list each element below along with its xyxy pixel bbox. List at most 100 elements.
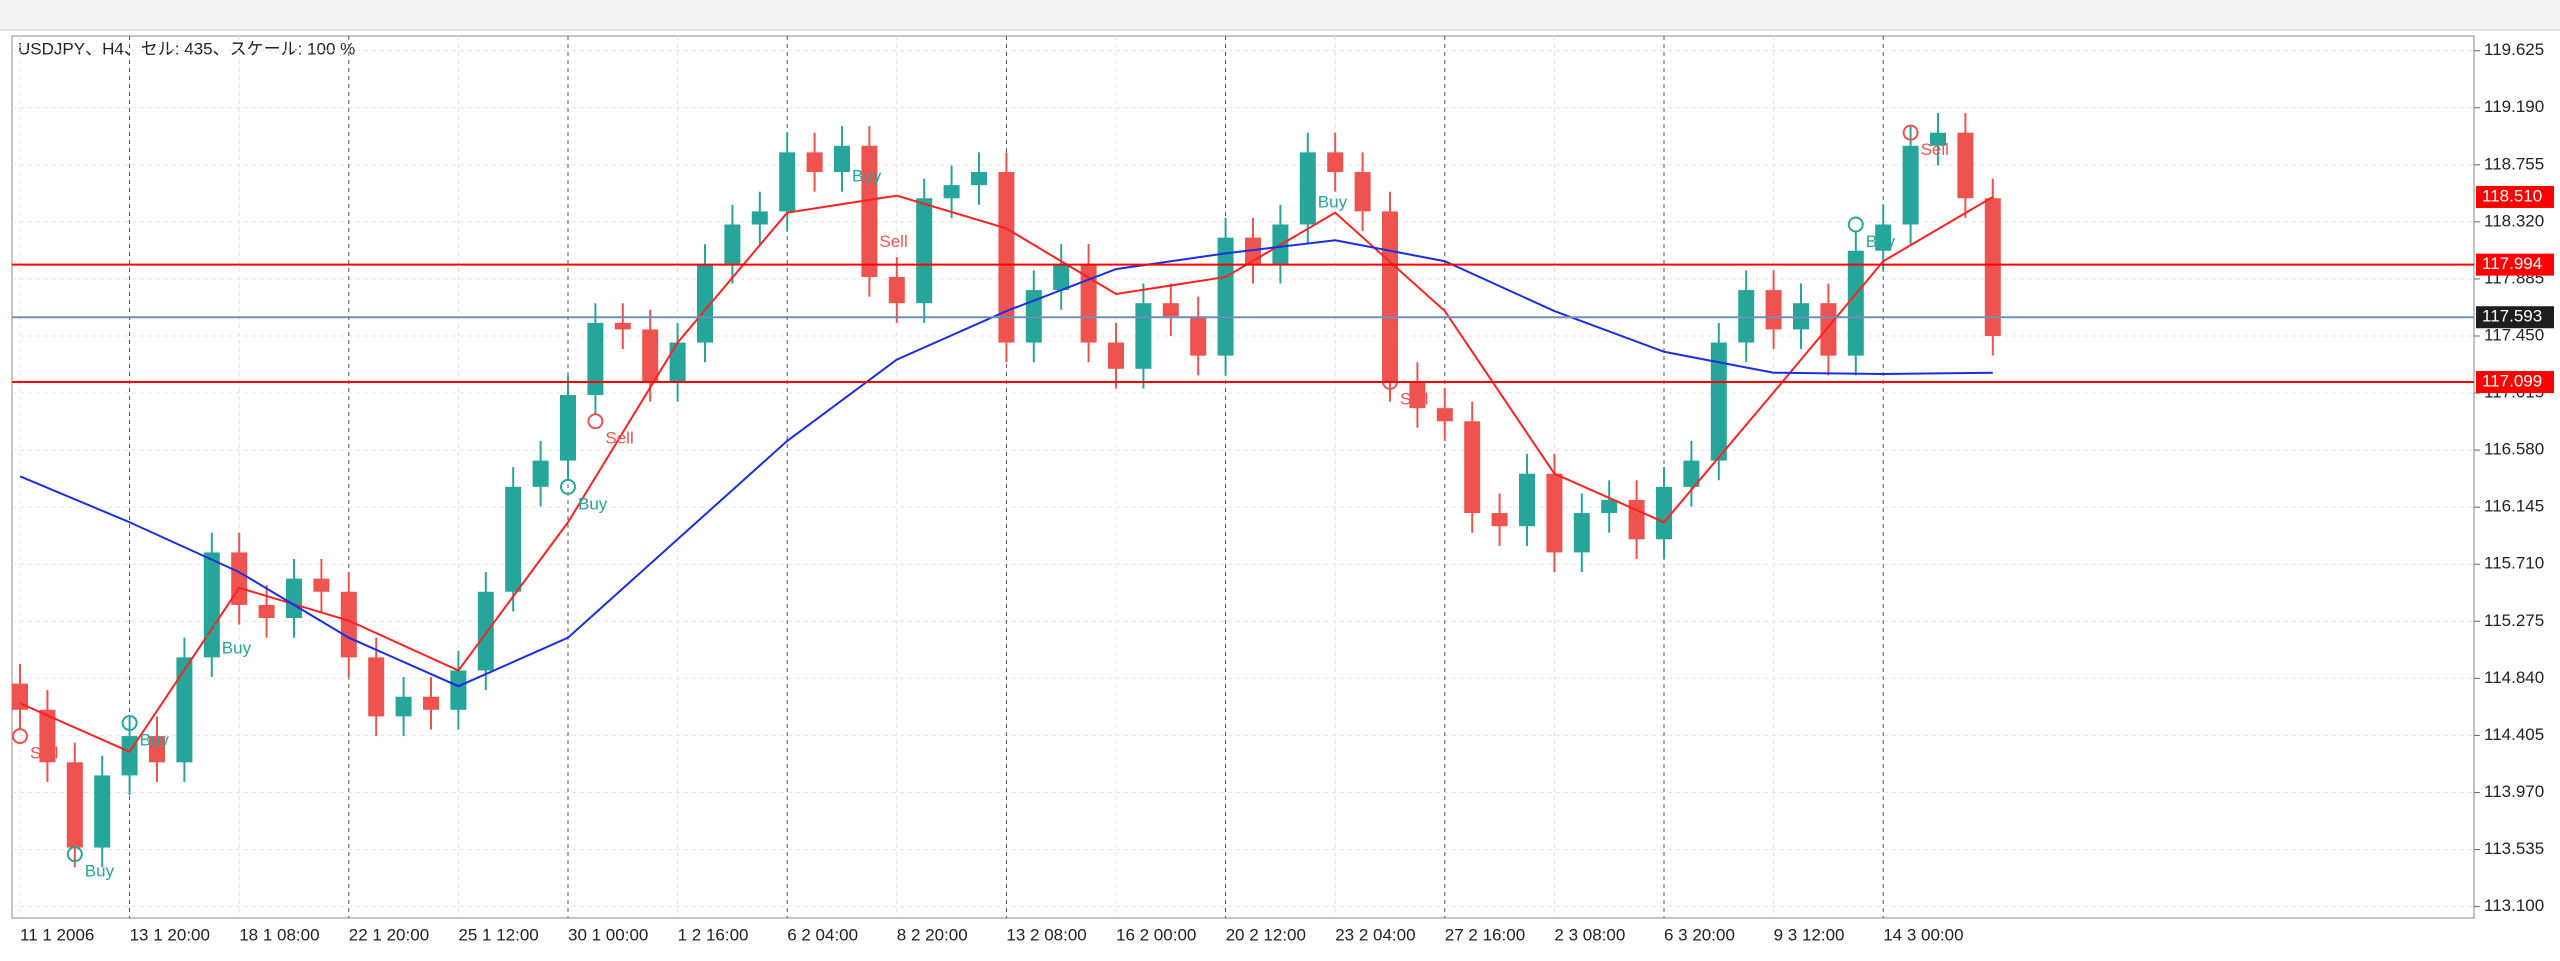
signal-label: Buy bbox=[578, 494, 608, 513]
candle-body bbox=[1491, 513, 1508, 527]
candle-body bbox=[587, 322, 604, 396]
candle-body bbox=[1108, 342, 1124, 369]
price-tag-label: 117.994 bbox=[2482, 254, 2542, 273]
candle-body bbox=[39, 709, 56, 763]
x-tick-label: 16 2 00:00 bbox=[1116, 925, 1196, 944]
x-tick-label: 9 3 12:00 bbox=[1774, 925, 1845, 944]
candle-body bbox=[94, 775, 111, 848]
candle-body bbox=[971, 172, 987, 186]
moving-average bbox=[19, 194, 1994, 754]
signal-label: Sell bbox=[605, 429, 633, 448]
signal-label: Sell bbox=[1400, 389, 1428, 408]
candle-body bbox=[203, 552, 220, 658]
candle-body bbox=[1354, 172, 1371, 212]
candle-body bbox=[66, 762, 83, 848]
candle-body bbox=[1217, 237, 1234, 356]
signal-marker bbox=[203, 623, 220, 640]
candle-body bbox=[697, 263, 713, 343]
x-tick-label: 18 1 08:00 bbox=[239, 925, 319, 944]
candle-body bbox=[532, 460, 549, 487]
price-tag-label: 117.593 bbox=[2482, 307, 2542, 326]
candle-body bbox=[1847, 250, 1864, 356]
candle-body bbox=[1190, 316, 1207, 356]
candle-body bbox=[1601, 499, 1618, 514]
signal-marker bbox=[12, 728, 28, 745]
candle-body bbox=[12, 683, 28, 710]
x-tick-label: 20 2 12:00 bbox=[1226, 925, 1306, 944]
signal-marker bbox=[66, 846, 83, 863]
signal-marker bbox=[587, 413, 604, 430]
candle-body bbox=[368, 657, 385, 717]
price-tag-label: 118.510 bbox=[2482, 186, 2542, 205]
x-tick-label: 11 1 2006 bbox=[20, 925, 94, 944]
price-tag bbox=[2476, 253, 2554, 276]
signal-marker bbox=[1299, 177, 1316, 194]
signal-label: Sell bbox=[1921, 140, 1949, 159]
signal-marker bbox=[834, 150, 850, 167]
price-tag bbox=[2476, 306, 2554, 329]
candle-body bbox=[1299, 152, 1316, 225]
candle-body bbox=[1957, 132, 1974, 199]
candle-body bbox=[1519, 473, 1535, 527]
signal-label: Buy bbox=[222, 639, 252, 658]
x-tick-label: 2 3 08:00 bbox=[1554, 925, 1625, 944]
candle-body bbox=[1765, 290, 1782, 330]
candle-body bbox=[724, 224, 741, 264]
x-tick-label: 27 2 16:00 bbox=[1445, 925, 1525, 944]
candle-body bbox=[751, 211, 768, 225]
candle-body bbox=[560, 395, 576, 461]
candle-body bbox=[779, 152, 796, 212]
candle-body bbox=[1409, 381, 1426, 409]
x-tick-label: 14 3 00:00 bbox=[1883, 925, 1963, 944]
y-tick-label: 113.100 bbox=[2484, 896, 2544, 915]
signal-label: Buy bbox=[140, 730, 170, 749]
candle-body bbox=[806, 152, 823, 173]
signal-marker bbox=[560, 478, 576, 495]
candle-body bbox=[916, 198, 933, 304]
candle-body bbox=[286, 578, 302, 619]
y-tick-label: 113.970 bbox=[2484, 782, 2544, 801]
candle-body bbox=[313, 578, 330, 592]
price-tag bbox=[2476, 371, 2554, 394]
y-tick-label: 115.710 bbox=[2484, 554, 2544, 573]
y-tick-label: 118.320 bbox=[2484, 211, 2544, 230]
y-tick-label: 118.755 bbox=[2484, 154, 2544, 173]
y-tick-label: 116.580 bbox=[2484, 440, 2544, 459]
candle-body bbox=[1135, 303, 1152, 369]
candle-body bbox=[1683, 460, 1700, 487]
candle-body bbox=[1464, 421, 1481, 514]
candle-body bbox=[1080, 263, 1097, 343]
candle-body bbox=[834, 145, 850, 173]
candle-body bbox=[669, 342, 686, 382]
candle-body bbox=[1162, 303, 1179, 317]
candle-body bbox=[861, 145, 878, 277]
candle-body bbox=[1436, 408, 1453, 422]
signal-label: Sell bbox=[879, 232, 907, 251]
candle-body bbox=[1546, 473, 1563, 553]
y-tick-label: 119.190 bbox=[2484, 97, 2544, 116]
y-tick-label: 115.275 bbox=[2484, 611, 2544, 630]
chart-title: USDJPY、H4、セル: 435、スケール: 100 % bbox=[18, 39, 355, 58]
price-tag-label: 117.099 bbox=[2482, 372, 2542, 391]
candle-body bbox=[1382, 211, 1398, 382]
x-tick-label: 8 2 20:00 bbox=[897, 925, 968, 944]
candle-body bbox=[1875, 224, 1892, 251]
candle-body bbox=[1053, 263, 1070, 291]
signal-marker bbox=[861, 216, 878, 233]
candle-body bbox=[1573, 513, 1590, 553]
signal-label: Sell bbox=[30, 744, 58, 763]
candle-body bbox=[1984, 198, 2001, 336]
candle-body bbox=[1327, 152, 1344, 173]
moving-average bbox=[19, 239, 1993, 688]
plot-area bbox=[11, 35, 2475, 919]
signal-marker bbox=[1847, 216, 1864, 233]
signal-label: Buy bbox=[852, 166, 882, 185]
candle-body bbox=[477, 591, 494, 671]
x-tick-label: 25 1 12:00 bbox=[458, 925, 538, 944]
y-tick-label: 114.840 bbox=[2484, 668, 2544, 687]
x-tick-label: 1 2 16:00 bbox=[678, 925, 749, 944]
price-tag bbox=[2476, 185, 2554, 208]
candle-body bbox=[149, 736, 165, 763]
